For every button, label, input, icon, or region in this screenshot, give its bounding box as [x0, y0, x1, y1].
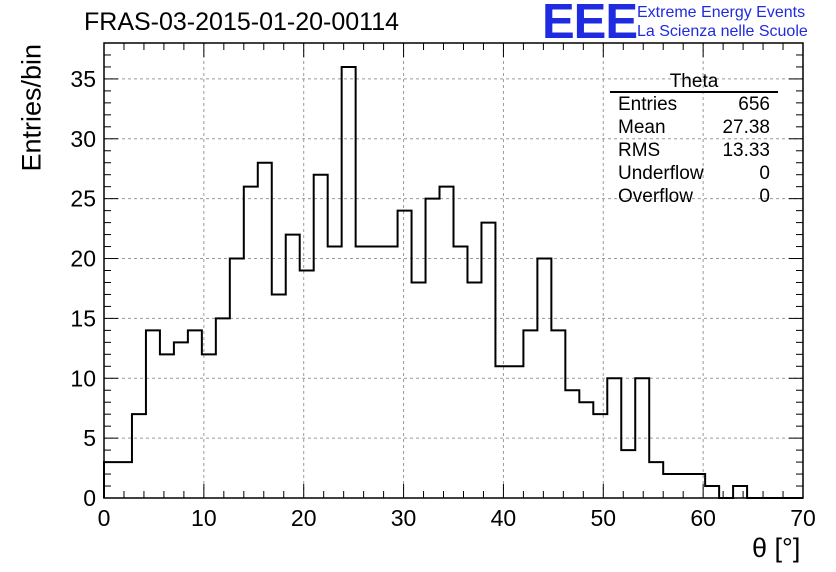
histogram-series [103, 65, 803, 499]
y-tick-label: 25 [70, 186, 96, 212]
y-tick-label: 15 [70, 305, 96, 331]
x-tick-label: 0 [98, 505, 111, 531]
stats-label: RMS [618, 140, 661, 161]
stats-row-overflow: Overflow 0 [610, 185, 778, 208]
stats-label: Entries [618, 94, 678, 115]
stats-value: 0 [759, 163, 770, 184]
y-tick-label: 0 [83, 485, 96, 511]
eee-logo-text: Extreme Energy Events La Scienza nelle S… [637, 3, 808, 41]
x-tick-label: 30 [391, 505, 417, 531]
stats-title: Theta [610, 72, 778, 93]
x-tick-label: 50 [590, 505, 616, 531]
y-tick-label: 10 [70, 365, 96, 391]
eee-logo: EEE [542, 0, 638, 49]
x-axis-label: θ [°] [752, 533, 801, 563]
stats-value: 27.38 [722, 117, 770, 138]
x-tick-label: 20 [291, 505, 317, 531]
y-axis-label: Entries/bin [16, 43, 47, 172]
stats-row-entries: Entries 656 [610, 93, 778, 116]
chart-title: FRAS-03-2015-01-20-00114 [84, 8, 400, 36]
stats-label: Mean [618, 117, 666, 138]
logo-line-2: La Scienza nelle Scuole [637, 23, 808, 40]
stats-value: 0 [759, 186, 770, 207]
y-tick-label: 5 [83, 425, 96, 451]
stats-box: Theta Entries 656 Mean 27.38 RMS 13.33 U… [610, 72, 778, 208]
plot-frame [103, 42, 804, 499]
stats-value: 656 [738, 94, 770, 115]
x-tick-label: 70 [790, 505, 816, 531]
x-tick-label: 60 [690, 505, 716, 531]
stats-label: Overflow [618, 186, 693, 207]
y-tick-label: 20 [70, 246, 96, 272]
stats-row-mean: Mean 27.38 [610, 116, 778, 139]
y-tick-label: 30 [70, 126, 96, 152]
logo-line-1: Extreme Energy Events [637, 4, 806, 21]
stats-row-underflow: Underflow 0 [610, 162, 778, 185]
stats-row-rms: RMS 13.33 [610, 139, 778, 162]
stats-value: 13.33 [722, 140, 770, 161]
y-tick-label: 35 [70, 66, 96, 92]
stats-label: Underflow [618, 163, 704, 184]
x-tick-label: 10 [191, 505, 217, 531]
x-tick-label: 40 [491, 505, 517, 531]
